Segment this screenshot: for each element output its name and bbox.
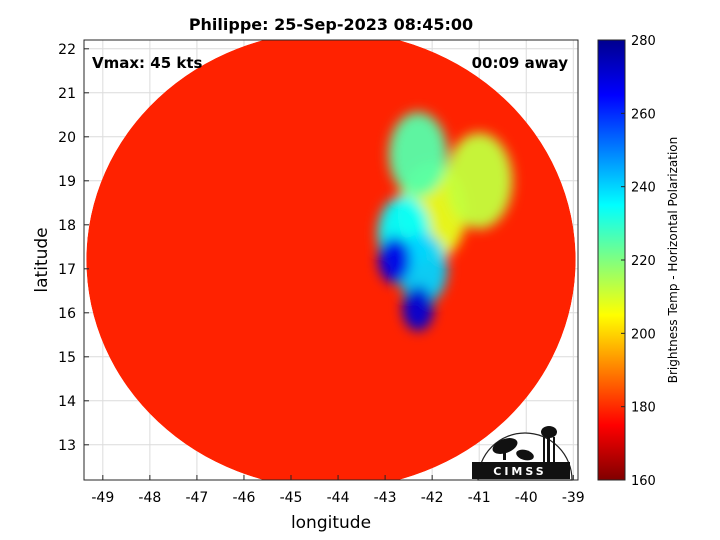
y-tick-label: 22 bbox=[58, 42, 76, 58]
colorbar-tick-label: 200 bbox=[631, 327, 656, 342]
y-tick-label: 19 bbox=[58, 174, 76, 190]
axis-ticks: -49 -48 -47 -46 -45 -44 -43 -42 -41 -40 -39 13 14 15 1… bbox=[58, 42, 585, 506]
x-tick-label: -43 bbox=[374, 490, 397, 506]
x-tick-label: -42 bbox=[421, 490, 444, 506]
plot-frame bbox=[83, 39, 579, 481]
cimss-logo-text: CIMSS bbox=[493, 465, 546, 478]
y-tick-label: 15 bbox=[58, 350, 76, 366]
colorbar-tick-label: 160 bbox=[631, 474, 656, 489]
y-tick-label: 13 bbox=[58, 438, 76, 454]
colorbar-label: Brightness Temp - Horizontal Polarizatio… bbox=[666, 137, 680, 384]
colorbar-ticks: 160 180 200 220 240 260 280 bbox=[621, 34, 656, 489]
brightness-feature bbox=[378, 236, 411, 284]
x-tick-label: -47 bbox=[185, 490, 208, 506]
colorbar bbox=[597, 39, 626, 481]
x-tick-label: -46 bbox=[233, 490, 256, 506]
colorbar-tick-label: 260 bbox=[631, 107, 656, 122]
x-tick-label: -48 bbox=[138, 490, 161, 506]
brightness-feature bbox=[398, 233, 448, 305]
y-tick-label: 17 bbox=[58, 262, 76, 278]
cimss-logo: CIMSS bbox=[472, 426, 573, 481]
vmax-annotation: Vmax: 45 kts bbox=[92, 54, 202, 72]
y-tick-label: 16 bbox=[58, 306, 76, 322]
colorbar-tick-label: 240 bbox=[631, 181, 656, 196]
time-away-annotation: 00:09 away bbox=[472, 54, 569, 72]
brightness-feature bbox=[445, 132, 513, 229]
y-tick-label: 20 bbox=[58, 130, 76, 146]
brightness-swath bbox=[86, 40, 576, 480]
y-axis-label: latitude bbox=[32, 227, 52, 292]
y-tick-label: 18 bbox=[58, 218, 76, 234]
x-tick-label: -44 bbox=[327, 490, 350, 506]
x-tick-label: -49 bbox=[91, 490, 114, 506]
colorbar-tick-label: 220 bbox=[631, 254, 656, 269]
x-tick-label: -39 bbox=[562, 490, 585, 506]
chart-title: Philippe: 25-Sep-2023 08:45:00 bbox=[189, 15, 473, 34]
convection-features bbox=[377, 112, 513, 331]
brightness-feature bbox=[388, 112, 448, 197]
x-tick-label: -41 bbox=[468, 490, 491, 506]
y-tick-label: 14 bbox=[58, 394, 76, 410]
brightness-feature bbox=[402, 285, 434, 331]
colorbar-tick-label: 180 bbox=[631, 401, 656, 416]
x-tick-label: -45 bbox=[280, 490, 303, 506]
y-tick-label: 21 bbox=[58, 86, 76, 102]
swath-background bbox=[86, 40, 576, 480]
x-tick-label: -40 bbox=[515, 490, 538, 506]
colorbar-tick-label: 280 bbox=[631, 34, 656, 49]
x-axis-label: longitude bbox=[291, 513, 371, 533]
